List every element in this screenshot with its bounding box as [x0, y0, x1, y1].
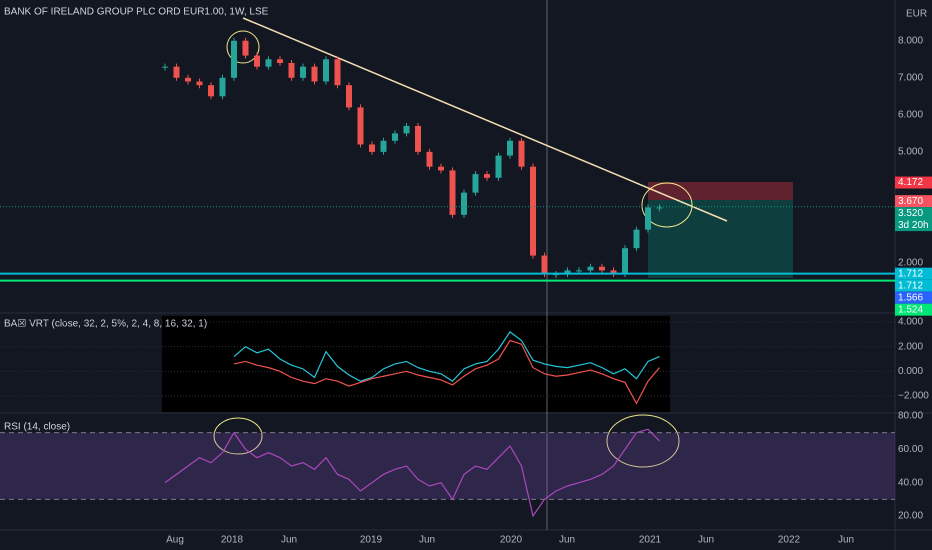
- candle: [392, 133, 398, 141]
- candle: [288, 62, 295, 78]
- x-tick-label: 2019: [360, 535, 383, 546]
- price-marker: [895, 195, 932, 208]
- candle: [357, 107, 364, 145]
- candle: [219, 77, 226, 97]
- candle: [300, 66, 306, 78]
- candle: [265, 59, 272, 67]
- candle: [438, 166, 444, 171]
- y-tick-label: 8.000: [898, 35, 923, 46]
- x-tick-label: Jun: [698, 535, 714, 546]
- y-tick-label: 60.00: [898, 444, 923, 455]
- candle: [403, 125, 410, 134]
- x-tick-label: Jun: [419, 535, 435, 546]
- target-zone: [648, 200, 793, 278]
- y-tick-label: 0.000: [898, 366, 923, 377]
- candle: [173, 66, 180, 78]
- price-marker-label: 1.712: [898, 268, 923, 279]
- x-tick-label: Jun: [559, 535, 575, 546]
- candle: [495, 155, 502, 178]
- candle: [633, 229, 640, 249]
- candle: [610, 270, 617, 275]
- candle: [346, 85, 352, 108]
- price-marker-label: 4.172: [898, 177, 923, 188]
- price-marker: [895, 207, 932, 232]
- indicator-title: BA☒ VRT (close, 32, 2, 5%, 2, 4, 8, 16, …: [4, 319, 207, 330]
- y-tick-label: 6.000: [898, 109, 923, 120]
- candle: [426, 151, 433, 167]
- price-marker-label: 1.524: [898, 304, 923, 315]
- candle: [277, 59, 283, 63]
- candle: [242, 40, 249, 56]
- candle: [254, 55, 260, 67]
- price-marker: [895, 279, 932, 292]
- annotation-circle: [606, 414, 680, 468]
- y-tick-label: −2.000: [898, 391, 929, 402]
- candle: [196, 81, 203, 86]
- candle: [541, 255, 548, 275]
- y-tick-label: 2.000: [898, 258, 923, 269]
- candle: [622, 248, 628, 275]
- vrt-line: [233, 339, 660, 405]
- currency: EUR: [906, 9, 927, 20]
- candle: [323, 59, 329, 82]
- y-tick-label: 7.000: [898, 72, 923, 83]
- annotation-circle: [213, 417, 263, 455]
- candle: [208, 85, 214, 97]
- y-tick-label: 20.00: [898, 511, 923, 522]
- candle: [656, 207, 663, 209]
- candle: [415, 125, 421, 152]
- price-marker: [895, 176, 932, 189]
- candle: [185, 77, 191, 82]
- x-tick-label: Jun: [838, 535, 854, 546]
- y-tick-label: 80.00: [898, 411, 923, 422]
- price-marker-label: 3.520: [898, 208, 923, 219]
- stop-zone: [648, 182, 793, 200]
- rsi-line: [164, 428, 660, 518]
- candle: [231, 40, 237, 78]
- price-marker: [895, 291, 932, 304]
- candle: [587, 266, 594, 271]
- trend-line: [242, 17, 728, 222]
- price-marker-label: 1.712: [898, 280, 923, 291]
- price-marker-label: 3.670: [898, 196, 923, 207]
- annotation-circle: [641, 182, 693, 228]
- candle: [576, 270, 582, 272]
- candle: [507, 140, 513, 156]
- annotation-circle: [226, 30, 260, 64]
- vrt-line: [233, 331, 660, 382]
- candle: [334, 59, 341, 86]
- price-marker: [895, 303, 932, 316]
- candle: [599, 266, 605, 271]
- candle: [380, 140, 387, 152]
- countdown-label: 3d 20h: [898, 220, 929, 231]
- x-tick-label: 2020: [500, 535, 523, 546]
- y-tick-label: 4.000: [898, 317, 923, 328]
- x-tick-label: 2018: [221, 535, 244, 546]
- candle: [311, 66, 318, 82]
- y-tick-label: 5.000: [898, 147, 923, 158]
- candle: [530, 166, 536, 256]
- y-tick-label: 2.000: [898, 341, 923, 352]
- x-tick-label: Jun: [281, 535, 297, 546]
- candle: [518, 140, 525, 167]
- candle: [449, 170, 456, 215]
- candle: [162, 66, 168, 68]
- x-tick-label: Aug: [166, 535, 184, 546]
- y-tick-label: 40.00: [898, 477, 923, 488]
- candle: [369, 144, 375, 152]
- candle: [461, 192, 467, 215]
- candle: [484, 174, 490, 178]
- rsi-band: [0, 432, 895, 500]
- candle: [472, 174, 479, 193]
- price-marker-label: 1.566: [898, 292, 923, 303]
- candle: [645, 207, 651, 230]
- candle: [564, 270, 571, 275]
- x-tick-label: 2022: [778, 535, 801, 546]
- chart-title: BANK OF IRELAND GROUP PLC ORD EUR1.00, 1…: [4, 7, 269, 18]
- price-marker: [895, 267, 932, 280]
- x-tick-label: 2021: [639, 535, 662, 546]
- indicator-title: RSI (14, close): [4, 422, 70, 433]
